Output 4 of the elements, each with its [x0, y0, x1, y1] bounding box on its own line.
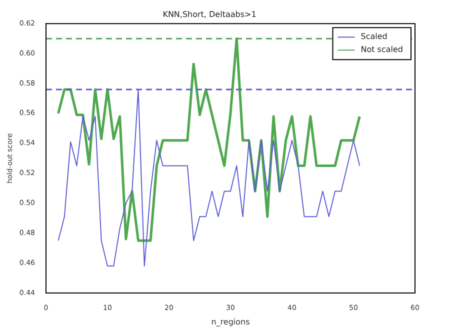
x-axis-title: n_regions	[211, 317, 250, 326]
chart-title: KNN,Short, Deltaabs>1	[162, 10, 256, 19]
legend-label: Scaled	[360, 32, 388, 42]
legend-label: Not scaled	[360, 45, 403, 54]
